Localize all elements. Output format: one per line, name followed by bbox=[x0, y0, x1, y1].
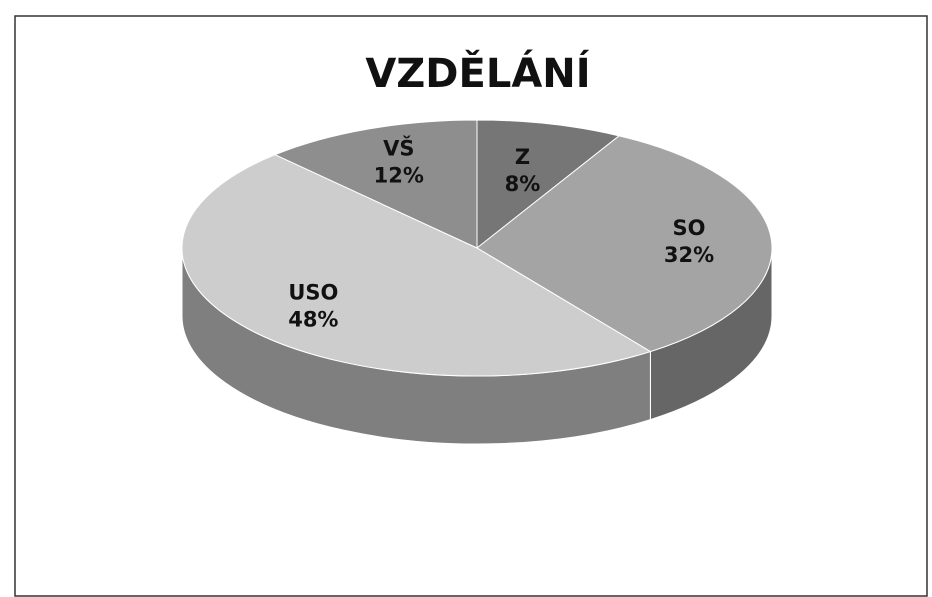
slice-value-label: 48% bbox=[288, 308, 338, 332]
slice-value-label: 32% bbox=[664, 243, 714, 267]
slice-value-label: 8% bbox=[505, 172, 541, 196]
slice-value-label: 12% bbox=[374, 163, 424, 187]
slice bbox=[476, 119, 621, 250]
slice-category-label: Z bbox=[515, 145, 530, 169]
chart-title: VZDĚLÁNÍ bbox=[365, 49, 590, 97]
slice bbox=[476, 135, 773, 353]
slice-category-label: USO bbox=[288, 281, 338, 305]
slice-category-label: SO bbox=[672, 216, 705, 240]
slice bbox=[273, 119, 478, 249]
slice-category-label: VŠ bbox=[383, 135, 414, 160]
slice bbox=[181, 154, 652, 377]
